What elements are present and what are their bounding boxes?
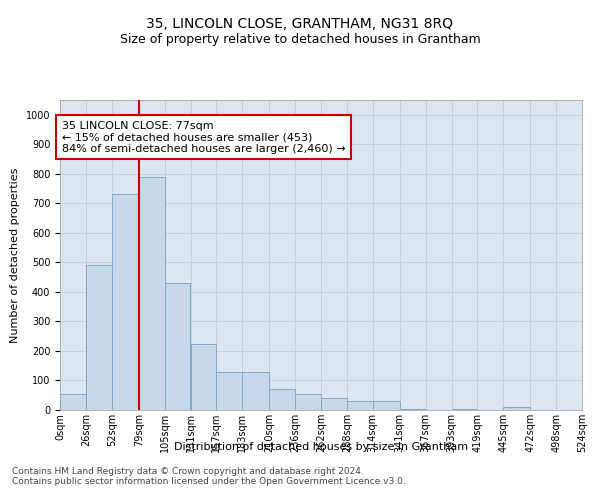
Bar [321,398,347,410]
Bar [112,194,139,410]
Bar [60,394,86,410]
Text: Contains public sector information licensed under the Open Government Licence v3: Contains public sector information licen… [12,478,406,486]
Bar [86,266,112,410]
Text: 35, LINCOLN CLOSE, GRANTHAM, NG31 8RQ: 35, LINCOLN CLOSE, GRANTHAM, NG31 8RQ [146,18,454,32]
Bar [217,372,242,410]
Text: Distribution of detached houses by size in Grantham: Distribution of detached houses by size … [174,442,468,452]
Text: 35 LINCOLN CLOSE: 77sqm
← 15% of detached houses are smaller (453)
84% of semi-d: 35 LINCOLN CLOSE: 77sqm ← 15% of detache… [62,120,346,154]
Text: Size of property relative to detached houses in Grantham: Size of property relative to detached ho… [119,32,481,46]
Bar [191,344,217,410]
Y-axis label: Number of detached properties: Number of detached properties [10,168,20,342]
Bar [295,394,321,410]
Bar [373,401,400,410]
Text: Contains HM Land Registry data © Crown copyright and database right 2024.: Contains HM Land Registry data © Crown c… [12,468,364,476]
Bar [139,177,164,410]
Bar [503,407,530,410]
Bar [452,408,478,410]
Bar [164,283,190,410]
Bar [242,372,269,410]
Bar [347,401,373,410]
Bar [269,390,295,410]
Bar [400,408,425,410]
